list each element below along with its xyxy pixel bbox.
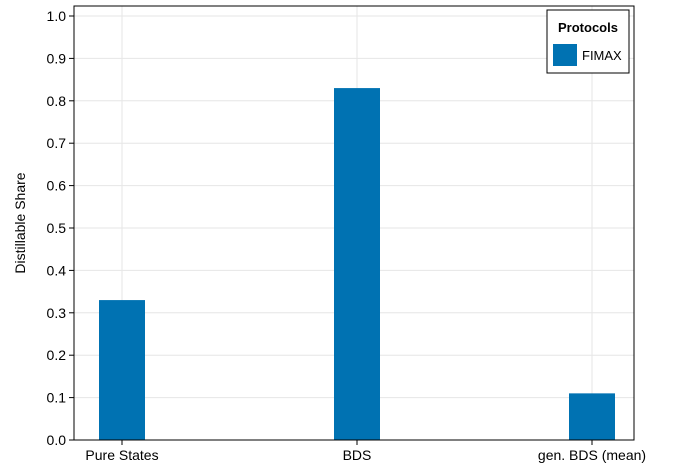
legend: Protocols FIMAX [546,9,630,74]
y-tick-label: 0.5 [47,220,67,236]
y-tick-label: 0.9 [47,50,67,66]
y-axis-label: Distillable Share [12,172,28,273]
plot-frame [73,5,635,441]
y-tick-label: 0.1 [47,390,67,406]
y-tick-label: 0.3 [47,305,67,321]
legend-label-fimax: FIMAX [582,48,622,63]
bar-bds [334,88,380,440]
y-tick-label: 0.0 [47,432,67,448]
y-tick-label: 0.6 [47,178,67,194]
bar-gen-bds-mean [569,393,615,440]
bar-pure-states [99,300,145,440]
y-axis-ticks: 0.0 0.1 0.2 0.3 0.4 0.5 0.6 0.7 0.8 0.9 1.0 [47,8,74,448]
y-tick-label: 0.8 [47,93,67,109]
legend-title: Protocols [558,20,618,35]
x-tick-label: gen. BDS (mean) [538,447,646,463]
x-tick-label: Pure States [85,447,158,463]
y-tick-label: 0.4 [47,262,67,278]
y-tick-label: 1.0 [47,8,67,24]
y-tick-label: 0.7 [47,135,67,151]
bars [99,88,615,440]
x-tick-label: BDS [343,447,372,463]
y-tick-label: 0.2 [47,347,67,363]
legend-swatch-fimax [553,44,577,66]
x-axis-ticks: Pure States BDS gen. BDS (mean) [85,440,646,463]
